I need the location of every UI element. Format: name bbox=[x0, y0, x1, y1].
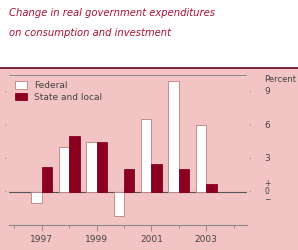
Bar bbox=[206, 184, 217, 192]
Bar bbox=[59, 147, 69, 192]
Bar bbox=[196, 125, 206, 192]
Bar bbox=[124, 170, 134, 192]
Bar bbox=[97, 142, 107, 192]
Bar bbox=[141, 120, 151, 192]
Text: 6: 6 bbox=[264, 120, 270, 130]
Text: 3: 3 bbox=[264, 154, 270, 163]
Bar bbox=[179, 170, 189, 192]
Text: +
0
−: + 0 − bbox=[264, 179, 270, 204]
Bar bbox=[168, 80, 179, 192]
Bar bbox=[42, 167, 52, 192]
Bar bbox=[69, 136, 80, 192]
Text: Percent: Percent bbox=[264, 75, 296, 84]
Legend: Federal, State and local: Federal, State and local bbox=[13, 80, 104, 104]
Bar bbox=[151, 164, 162, 192]
Bar bbox=[86, 142, 97, 192]
Bar bbox=[114, 192, 124, 216]
Text: on consumption and investment: on consumption and investment bbox=[9, 28, 171, 38]
Text: Change in real government expenditures: Change in real government expenditures bbox=[9, 8, 215, 18]
Text: 9: 9 bbox=[264, 87, 270, 96]
Bar bbox=[31, 192, 42, 203]
